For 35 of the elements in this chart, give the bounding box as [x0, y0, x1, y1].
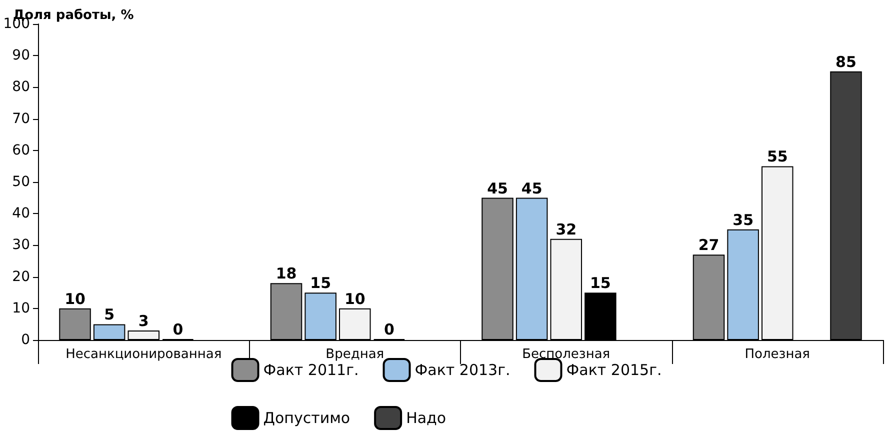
y-tick-label: 20 [12, 268, 30, 285]
data-label: 45 [521, 179, 542, 198]
y-tick-label: 40 [12, 206, 30, 222]
y-tick-label: 70 [12, 110, 30, 127]
data-label: 10 [344, 290, 366, 308]
legend-label: Факт 2011г. [263, 361, 359, 379]
data-label: 15 [590, 274, 611, 292]
y-tick-label: 30 [12, 237, 30, 254]
y-tick-label: 60 [12, 142, 30, 158]
x-tick-label: Вредная [326, 347, 384, 362]
legend-label: Факт 2013г. [414, 361, 510, 379]
data-label: 3 [138, 312, 149, 330]
data-label: 5 [104, 306, 115, 324]
x-tick-label: Несанкционированная [66, 347, 222, 362]
y-tick-label: 50 [12, 174, 30, 190]
x-tick-label: Бесполезная [522, 347, 610, 362]
data-label: 32 [556, 220, 577, 238]
data-label: 15 [310, 274, 332, 292]
y-tick-label: 80 [12, 79, 30, 96]
data-label: 35 [732, 210, 754, 229]
y-tick-label: 10 [12, 300, 30, 316]
data-label: 10 [64, 290, 86, 308]
legend-label: Факт 2015г. [566, 361, 662, 379]
data-label: 27 [698, 236, 720, 254]
data-label: 0 [172, 320, 184, 338]
data-label: 55 [766, 148, 788, 166]
y-tick-label: 90 [12, 48, 30, 64]
legend-label: Надо [406, 409, 446, 427]
legend-label: Допустимо [263, 409, 350, 427]
data-label: 18 [276, 264, 297, 283]
data-label: 0 [384, 320, 394, 338]
data-label: 85 [836, 52, 856, 71]
x-tick-label: Полезная [744, 347, 810, 362]
y-tick-label: 0 [21, 332, 30, 348]
data-label: 45 [487, 179, 508, 198]
